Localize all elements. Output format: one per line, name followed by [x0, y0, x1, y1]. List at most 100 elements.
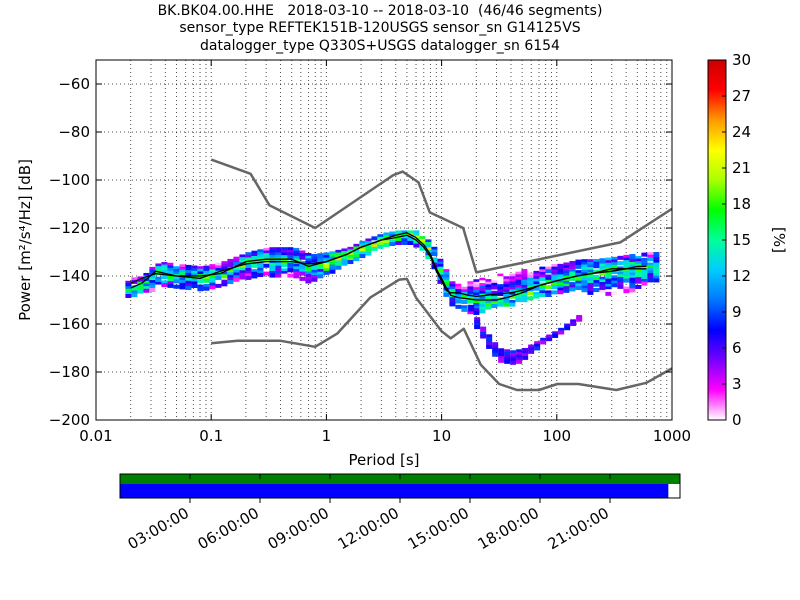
psd-density-cell [443, 269, 450, 274]
psd-density-cell [581, 280, 588, 285]
psd-density-cell [323, 262, 330, 267]
timeline-tick-label: 15:00:00 [405, 504, 472, 553]
psd-density-cell [353, 243, 360, 248]
psd-density-cell [492, 344, 499, 349]
psd-density-cell [467, 310, 474, 315]
psd-density-cell [528, 349, 535, 354]
psd-density-cell [461, 297, 468, 302]
x-axis-label: Period [s] [348, 451, 419, 469]
psd-density-cell [299, 255, 306, 260]
psd-density-cell [516, 357, 523, 362]
psd-density-cell [155, 281, 162, 286]
psd-density-cell [545, 293, 552, 298]
psd-density-cell [503, 281, 510, 286]
psd-density-cell [221, 263, 228, 268]
psd-density-cell [455, 294, 462, 299]
data-coverage-timeline: 03:00:00 06:00:00 09:00:00 12:00:00 15:00:00… [119, 473, 681, 553]
psd-density-cell [419, 236, 426, 241]
psd-density-cell [245, 252, 252, 257]
psd-density-cell [497, 289, 504, 294]
psd-density-cell [558, 330, 565, 335]
psd-density-cell [137, 289, 144, 294]
psd-density-cell [593, 288, 600, 293]
psd-density-cell [161, 283, 168, 288]
psd-density-cell [539, 287, 546, 292]
psd-density-cell [467, 294, 474, 299]
psd-density-cell [486, 334, 493, 339]
psd-density-cell [635, 269, 642, 274]
psd-density-cell [641, 268, 648, 273]
psd-density-cell [215, 275, 222, 280]
psd-density-cell [221, 271, 228, 276]
psd-density-cell [629, 283, 636, 288]
psd-density-cell [581, 282, 588, 287]
psd-density-cell [245, 268, 252, 273]
psd-density-cell [593, 269, 600, 274]
psd-density-cell [443, 277, 450, 282]
psd-density-cell [485, 302, 492, 307]
psd-density-cell [557, 282, 564, 287]
psd-density-cell [569, 268, 576, 273]
psd-density-cell [239, 270, 246, 275]
psd-density-cell [299, 266, 306, 271]
psd-density-cell [251, 255, 258, 260]
psd-density-cell [509, 286, 516, 291]
psd-density-cell [635, 255, 642, 260]
psd-density-cell [593, 282, 600, 287]
psd-density-cell [179, 264, 186, 269]
psd-density-cell [335, 257, 342, 262]
psd-density-cell [257, 270, 264, 275]
psd-density-cell [635, 258, 642, 263]
psd-density-cell [557, 287, 564, 292]
psd-density-cell [311, 261, 318, 266]
psd-density-cell [377, 234, 384, 239]
psd-density-cell [263, 253, 270, 258]
psd-density-cell [551, 266, 558, 271]
psd-density-cell [269, 260, 276, 265]
psd-density-cell [173, 276, 180, 281]
psd-density-cell [599, 263, 606, 268]
psd-density-cell [551, 277, 558, 282]
psd-density-cell [557, 290, 564, 295]
colorbar-tick-label: 0 [732, 411, 742, 429]
psd-density-cell [522, 355, 529, 360]
psd-density-cell [587, 259, 594, 264]
psd-density-cell [539, 269, 546, 274]
psd-density-cell [233, 259, 240, 264]
psd-density-cell [564, 323, 571, 328]
psd-density-cell [516, 351, 523, 356]
psd-density-cell [347, 249, 354, 254]
psd-density-cell [605, 265, 612, 270]
psd-density-cell [557, 284, 564, 289]
psd-density-cell [509, 281, 516, 286]
psd-density-cell [479, 285, 486, 290]
psd-density-cell [570, 321, 577, 326]
psd-density-cell [371, 246, 378, 251]
psd-density-cell [461, 284, 468, 289]
psd-density-cell [515, 295, 522, 300]
psd-density-cell [480, 334, 487, 339]
psd-density-cell [629, 264, 636, 269]
psd-density-cell [527, 288, 534, 293]
psd-density-cell [491, 277, 498, 282]
psd-density-cell [425, 242, 432, 247]
psd-density-cell [437, 269, 444, 274]
psd-density-cell [161, 280, 168, 285]
psd-density-cell [587, 275, 594, 280]
psd-density-cell [480, 326, 487, 331]
psd-density-cell [227, 261, 234, 266]
psd-density-cell [533, 286, 540, 291]
psd-density-cell [641, 263, 648, 268]
psd-density-cell [479, 290, 486, 295]
psd-density-cell [449, 291, 456, 296]
psd-density-cell [569, 274, 576, 279]
psd-density-cell [257, 267, 264, 272]
psd-density-cell [209, 264, 216, 269]
psd-density-cell [287, 247, 294, 252]
psd-density-cell [467, 281, 474, 286]
psd-density-cell [653, 262, 660, 267]
psd-density-cell [546, 337, 553, 342]
psd-density-cell [239, 272, 246, 277]
psd-density-cell [492, 352, 499, 357]
psd-density-cell [563, 265, 570, 270]
